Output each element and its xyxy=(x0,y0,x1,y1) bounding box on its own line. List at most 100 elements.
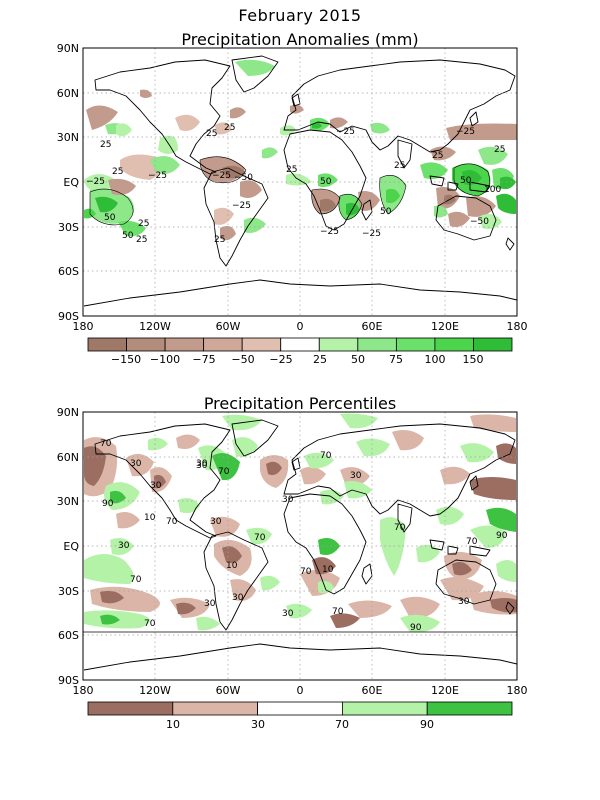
svg-text:25: 25 xyxy=(432,151,443,161)
svg-text:−150: −150 xyxy=(111,353,141,366)
top-anomaly-shading xyxy=(84,59,517,241)
svg-text:30N: 30N xyxy=(57,495,79,508)
svg-text:10: 10 xyxy=(226,561,238,571)
svg-text:25: 25 xyxy=(224,123,235,133)
bottom-lat-labels: 90N 60N 30N EQ 30S 60S 90S xyxy=(57,406,80,687)
svg-text:50: 50 xyxy=(104,213,116,223)
svg-text:50: 50 xyxy=(380,207,392,217)
svg-text:−25: −25 xyxy=(320,227,339,237)
legend-swatch xyxy=(257,701,343,716)
svg-text:30: 30 xyxy=(196,459,208,469)
svg-text:−25: −25 xyxy=(269,353,292,366)
svg-text:70: 70 xyxy=(300,567,312,577)
svg-text:60S: 60S xyxy=(58,265,79,278)
legend-swatch xyxy=(172,701,259,716)
svg-text:50: 50 xyxy=(122,231,134,241)
svg-text:60E: 60E xyxy=(362,320,383,333)
svg-text:100: 100 xyxy=(425,353,446,366)
bottom-grid xyxy=(83,412,517,680)
svg-text:30: 30 xyxy=(350,471,362,481)
svg-text:25: 25 xyxy=(286,165,297,175)
bottom-legend: 10 30 70 90 xyxy=(87,701,513,731)
svg-text:70: 70 xyxy=(100,439,112,449)
svg-text:120W: 120W xyxy=(139,684,171,697)
svg-text:−25: −25 xyxy=(212,171,231,181)
svg-text:70: 70 xyxy=(332,607,344,617)
legend-swatch xyxy=(87,337,127,352)
top-contours xyxy=(89,156,490,226)
svg-text:90N: 90N xyxy=(57,42,79,55)
legend-swatch xyxy=(473,337,513,352)
svg-text:30: 30 xyxy=(150,481,162,491)
legend-swatch xyxy=(241,337,282,352)
svg-text:30: 30 xyxy=(282,495,294,505)
bottom-legend-boxes xyxy=(87,701,513,716)
svg-text:70: 70 xyxy=(218,467,230,477)
svg-text:180: 180 xyxy=(507,320,528,333)
top-continents xyxy=(83,55,518,307)
legend-swatch xyxy=(280,337,320,352)
svg-text:60S: 60S xyxy=(58,629,79,642)
svg-text:−50: −50 xyxy=(470,217,489,227)
svg-text:25: 25 xyxy=(214,235,225,245)
svg-text:25: 25 xyxy=(494,145,505,155)
svg-text:30S: 30S xyxy=(58,585,79,598)
svg-text:25: 25 xyxy=(112,167,123,177)
svg-text:0: 0 xyxy=(297,684,304,697)
svg-text:−100: −100 xyxy=(150,353,180,366)
svg-text:50: 50 xyxy=(460,176,472,186)
svg-text:120E: 120E xyxy=(431,320,459,333)
legend-swatch xyxy=(318,337,359,352)
top-grid xyxy=(83,48,517,316)
svg-text:50: 50 xyxy=(351,353,365,366)
svg-text:75: 75 xyxy=(389,353,403,366)
bottom-percentile-shading xyxy=(84,413,517,633)
top-map: 25 −25 25 50 25 −25 25 25 −25 −50 25 25 … xyxy=(57,42,528,333)
top-legend-boxes xyxy=(87,337,513,352)
svg-text:30: 30 xyxy=(130,459,142,469)
svg-text:180: 180 xyxy=(73,684,94,697)
svg-text:−50: −50 xyxy=(234,173,253,183)
svg-text:30: 30 xyxy=(210,517,222,527)
top-contour-labels: 25 −25 25 50 25 −25 25 25 −25 −50 25 25 … xyxy=(86,123,505,245)
svg-text:25: 25 xyxy=(136,235,147,245)
main-title: February 2015 xyxy=(238,6,362,25)
svg-text:70: 70 xyxy=(254,533,266,543)
svg-text:−25: −25 xyxy=(336,127,355,137)
svg-text:EQ: EQ xyxy=(63,540,79,553)
svg-text:180: 180 xyxy=(507,684,528,697)
svg-text:25: 25 xyxy=(138,219,149,229)
svg-text:120W: 120W xyxy=(139,320,171,333)
svg-text:0: 0 xyxy=(297,320,304,333)
svg-text:30: 30 xyxy=(232,593,244,603)
svg-text:−75: −75 xyxy=(192,353,215,366)
legend-swatch xyxy=(341,701,428,716)
svg-text:90N: 90N xyxy=(57,406,79,419)
legend-swatch xyxy=(87,701,174,716)
svg-text:120E: 120E xyxy=(431,684,459,697)
top-legend-labels: −150 −100 −75 −50 −25 25 50 75 100 150 xyxy=(111,353,484,366)
svg-text:150: 150 xyxy=(463,353,484,366)
svg-text:70: 70 xyxy=(144,619,156,629)
svg-text:25: 25 xyxy=(313,353,327,366)
svg-text:EQ: EQ xyxy=(63,176,79,189)
bottom-lon-labels: 180 120W 60W 0 60E 120E 180 xyxy=(73,684,528,697)
svg-text:10: 10 xyxy=(322,565,334,575)
top-lat-labels: 90N 60N 30N EQ 30S 60S 90S xyxy=(57,42,80,323)
legend-swatch xyxy=(434,337,474,352)
svg-text:100: 100 xyxy=(484,185,501,195)
svg-text:30N: 30N xyxy=(57,131,79,144)
svg-text:60E: 60E xyxy=(362,684,383,697)
legend-swatch xyxy=(395,337,436,352)
svg-text:180: 180 xyxy=(73,320,94,333)
svg-text:10: 10 xyxy=(144,513,156,523)
legend-swatch xyxy=(164,337,205,352)
svg-text:−25: −25 xyxy=(86,177,105,187)
svg-text:70: 70 xyxy=(130,575,142,585)
svg-text:30: 30 xyxy=(458,597,470,607)
svg-text:50: 50 xyxy=(320,177,332,187)
svg-text:30: 30 xyxy=(196,461,208,471)
svg-text:70: 70 xyxy=(320,451,332,461)
svg-text:70: 70 xyxy=(394,523,406,533)
